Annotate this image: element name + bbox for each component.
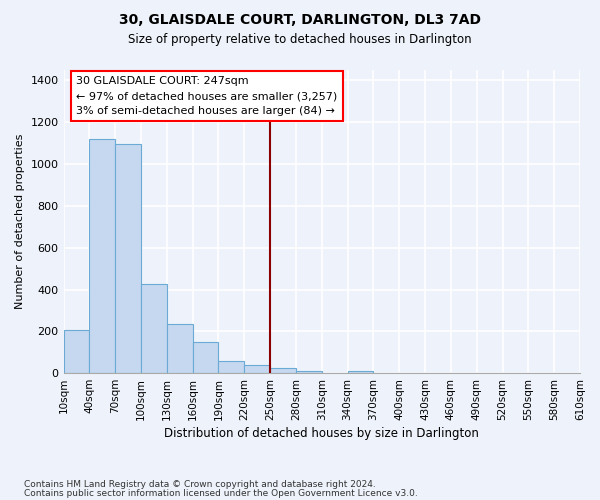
- Bar: [167, 324, 193, 373]
- Bar: [270, 368, 296, 373]
- Y-axis label: Number of detached properties: Number of detached properties: [15, 134, 25, 310]
- Bar: [244, 365, 270, 373]
- Text: Contains public sector information licensed under the Open Government Licence v3: Contains public sector information licen…: [24, 488, 418, 498]
- Text: 30 GLAISDALE COURT: 247sqm
← 97% of detached houses are smaller (3,257)
3% of se: 30 GLAISDALE COURT: 247sqm ← 97% of deta…: [76, 76, 338, 116]
- Bar: [218, 360, 244, 373]
- Bar: [89, 139, 115, 373]
- Bar: [347, 371, 373, 373]
- Bar: [193, 342, 218, 373]
- Bar: [115, 144, 141, 373]
- Text: 30, GLAISDALE COURT, DARLINGTON, DL3 7AD: 30, GLAISDALE COURT, DARLINGTON, DL3 7AD: [119, 12, 481, 26]
- X-axis label: Distribution of detached houses by size in Darlington: Distribution of detached houses by size …: [164, 427, 479, 440]
- Bar: [64, 330, 89, 373]
- Text: Contains HM Land Registry data © Crown copyright and database right 2024.: Contains HM Land Registry data © Crown c…: [24, 480, 376, 489]
- Text: Size of property relative to detached houses in Darlington: Size of property relative to detached ho…: [128, 32, 472, 46]
- Bar: [296, 371, 322, 373]
- Bar: [141, 284, 167, 373]
